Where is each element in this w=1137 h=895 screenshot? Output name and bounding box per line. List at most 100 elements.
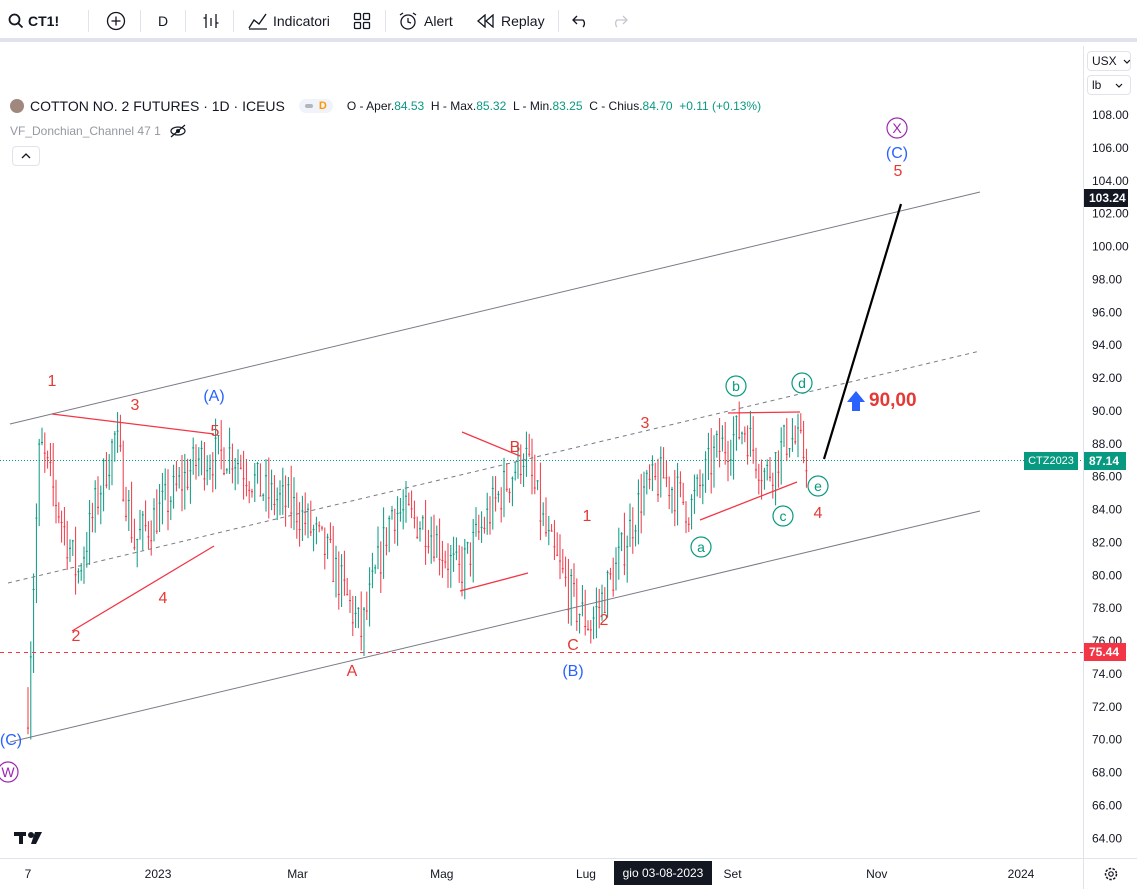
wave-green-d: d [798, 375, 806, 391]
indicator-legend[interactable]: VF_Donchian_Channel 47 1 [10, 124, 187, 138]
time-axis[interactable]: 7 2023 Mar Mag Lug Set Nov 2024 gio 03-08-2023 [0, 858, 1083, 890]
trendline-1 [51, 413, 215, 435]
price-tick: 86.00 [1092, 470, 1122, 484]
channel-mid-line [7, 350, 981, 584]
wave-red-4b: 4 [814, 505, 823, 522]
wave-red-1b: 1 [583, 508, 592, 525]
wave-blue-C1: (C) [0, 732, 22, 749]
wave-red-A: A [347, 663, 358, 680]
alert-label: Alert [424, 13, 453, 29]
trendline-6 [699, 481, 798, 521]
interval-button[interactable]: D [158, 0, 168, 42]
time-tick: Lug [576, 867, 596, 881]
redo-button[interactable] [610, 0, 628, 42]
price-tick: 90.00 [1092, 404, 1122, 418]
symbol-label: CT1! [28, 13, 60, 29]
redo-icon [614, 15, 628, 28]
wave-red-3b: 3 [641, 415, 650, 432]
price-tick: 108.00 [1092, 108, 1129, 122]
chart-title[interactable]: COTTON NO. 2 FUTURES · 1D · ICEUS [30, 98, 285, 114]
wave-blue-A: (A) [203, 388, 224, 405]
wave-red-3: 3 [131, 397, 140, 414]
collapse-legend-button[interactable] [12, 146, 40, 166]
replay-label: Replay [501, 13, 545, 29]
wave-red-1: 1 [48, 373, 57, 390]
wave-red-C: C [567, 637, 579, 654]
ohlc-values: O - Aper.84.53 H - Max.85.32 L - Min.83.… [346, 99, 762, 113]
last-price-badge: 87.14 [1084, 452, 1126, 470]
alarm-clock-icon [399, 12, 417, 30]
price-tick: 100.00 [1092, 240, 1129, 254]
undo-icon [572, 15, 586, 28]
price-tick: 84.00 [1092, 503, 1122, 517]
compare-button[interactable] [106, 0, 126, 42]
indicator-name: VF_Donchian_Channel 47 1 [10, 124, 161, 138]
chart-pane[interactable]: 90,00 1 2 3 4 5 A B C 1 2 3 4 5 (A) (B) … [0, 46, 1083, 858]
projection-price-badge: 103.24 [1084, 189, 1128, 207]
price-tick: 78.00 [1092, 601, 1122, 615]
time-tick: 2024 [1008, 867, 1035, 881]
price-tick-labels: 108.00 106.00 104.00 102.00 100.00 98.00 96.00… [1092, 108, 1129, 845]
red-wave-labels: 1 2 3 4 5 A B C 1 2 3 4 5 [48, 163, 903, 680]
grid-layout-icon [353, 12, 371, 30]
target-arrow-icon [847, 391, 865, 411]
wave-red-2: 2 [72, 628, 81, 645]
wave-purple-W: W [1, 764, 15, 780]
trendline-2 [71, 545, 215, 632]
symbol-tag-badge: CTZ2023 [1024, 452, 1078, 470]
price-tick: 104.00 [1092, 174, 1129, 188]
wave-red-5: 5 [211, 423, 220, 440]
hide-eye-icon[interactable] [169, 124, 187, 138]
time-tick: Mar [287, 867, 308, 881]
channel-lower-line [9, 510, 981, 743]
chevron-down-icon [1115, 83, 1123, 88]
wave-blue-C2: (C) [886, 145, 908, 162]
rewind-icon [477, 14, 494, 28]
gear-icon [1104, 867, 1117, 881]
price-tick: 102.00 [1092, 207, 1129, 221]
price-tick: 80.00 [1092, 568, 1122, 582]
currency-select[interactable]: USX [1087, 51, 1131, 71]
undo-button[interactable] [572, 0, 590, 42]
wave-red-B: B [510, 439, 521, 456]
chart-legend: COTTON NO. 2 FUTURES · 1D · ICEUS D O - … [10, 98, 761, 114]
time-tick: 2023 [145, 867, 172, 881]
support-price-badge: 75.44 [1084, 643, 1126, 661]
layouts-button[interactable] [353, 0, 371, 42]
price-tick: 98.00 [1092, 272, 1122, 286]
indicators-button[interactable]: Indicatori [248, 0, 330, 42]
crosshair-date-badge: gio 03-08-2023 [614, 861, 712, 885]
add-symbol-icon [106, 11, 126, 31]
price-chart[interactable]: 90,00 1 2 3 4 5 A B C 1 2 3 4 5 (A) (B) … [0, 46, 1083, 858]
alert-button[interactable]: Alert [398, 0, 453, 42]
wave-green-c: c [780, 508, 787, 524]
chevron-down-icon [1123, 59, 1130, 64]
indicators-icon [248, 13, 267, 30]
time-tick: Nov [866, 867, 887, 881]
symbol-search[interactable]: CT1! [8, 0, 59, 42]
tradingview-logo [14, 832, 42, 844]
wave-green-e: e [814, 478, 822, 494]
wave-red-2b: 2 [600, 612, 609, 629]
price-tick: 74.00 [1092, 667, 1122, 681]
price-tick: 94.00 [1092, 338, 1122, 352]
search-icon [8, 13, 24, 29]
replay-button[interactable]: Replay [477, 0, 545, 42]
wave-red-5b: 5 [894, 163, 903, 180]
wave-blue-B: (B) [562, 663, 583, 680]
candles-icon [203, 14, 219, 28]
channel-upper-line [9, 191, 981, 425]
interval-label: D [158, 13, 169, 29]
price-tick: 106.00 [1092, 141, 1129, 155]
price-tick: 72.00 [1092, 700, 1122, 714]
price-tick: 88.00 [1092, 437, 1122, 451]
unit-select[interactable]: lb [1087, 75, 1131, 95]
wave-purple-X-circle [886, 117, 908, 139]
wave-red-4: 4 [159, 590, 168, 607]
chart-settings-button[interactable] [1083, 858, 1137, 889]
time-tick: 7 [25, 867, 32, 881]
market-status-badge[interactable]: D [298, 99, 333, 113]
trendline-4 [459, 572, 529, 592]
chart-type-button[interactable] [202, 0, 220, 42]
trendline-5 [727, 411, 801, 414]
